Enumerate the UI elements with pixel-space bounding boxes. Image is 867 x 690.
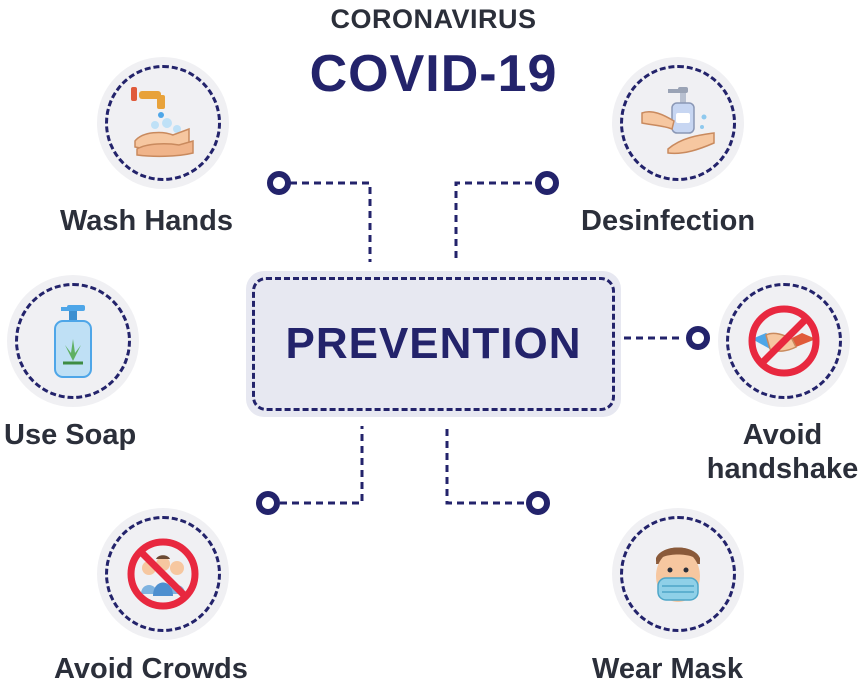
connector-desinfection xyxy=(454,181,532,262)
use-soap-circle xyxy=(7,275,139,407)
node-wash-hands xyxy=(267,171,291,195)
node-mask xyxy=(526,491,550,515)
node-handshake xyxy=(686,326,710,350)
face-mask-icon xyxy=(656,547,700,602)
sanitizer-icon xyxy=(641,87,715,155)
connector-mask xyxy=(445,426,524,505)
avoid-handshake-label-line1: Avoid xyxy=(742,419,823,451)
node-crowds xyxy=(256,491,280,515)
connector-crowds xyxy=(280,426,364,505)
page-title: COVID-19 xyxy=(309,45,558,103)
wash-hands-label: Wash Hands xyxy=(60,205,233,237)
desinfection-label: Desinfection xyxy=(581,205,756,237)
node-desinfection xyxy=(535,171,559,195)
prevention-label: PREVENTION xyxy=(285,319,582,368)
wash-hands-circle xyxy=(97,57,229,189)
desinfection-circle xyxy=(612,57,744,189)
prevention-box: PREVENTION xyxy=(246,271,621,417)
no-handshake-icon xyxy=(748,305,820,377)
use-soap-label: Use Soap xyxy=(4,419,137,451)
avoid-crowds-label: Avoid Crowds xyxy=(54,653,248,685)
wear-mask-circle xyxy=(612,508,744,640)
soap-bottle-icon xyxy=(54,305,92,378)
avoid-handshake-label: Avoid handshake xyxy=(700,418,865,486)
subtitle: CORONAVIRUS xyxy=(330,4,537,34)
wear-mask-label: Wear Mask xyxy=(592,653,743,685)
wash-hands-icon xyxy=(131,87,194,158)
no-crowds-icon xyxy=(127,538,199,610)
connector-wash-hands xyxy=(290,181,372,262)
avoid-crowds-circle xyxy=(97,508,229,640)
avoid-handshake-circle xyxy=(718,275,850,407)
avoid-handshake-label-line2: handshake xyxy=(706,453,859,485)
